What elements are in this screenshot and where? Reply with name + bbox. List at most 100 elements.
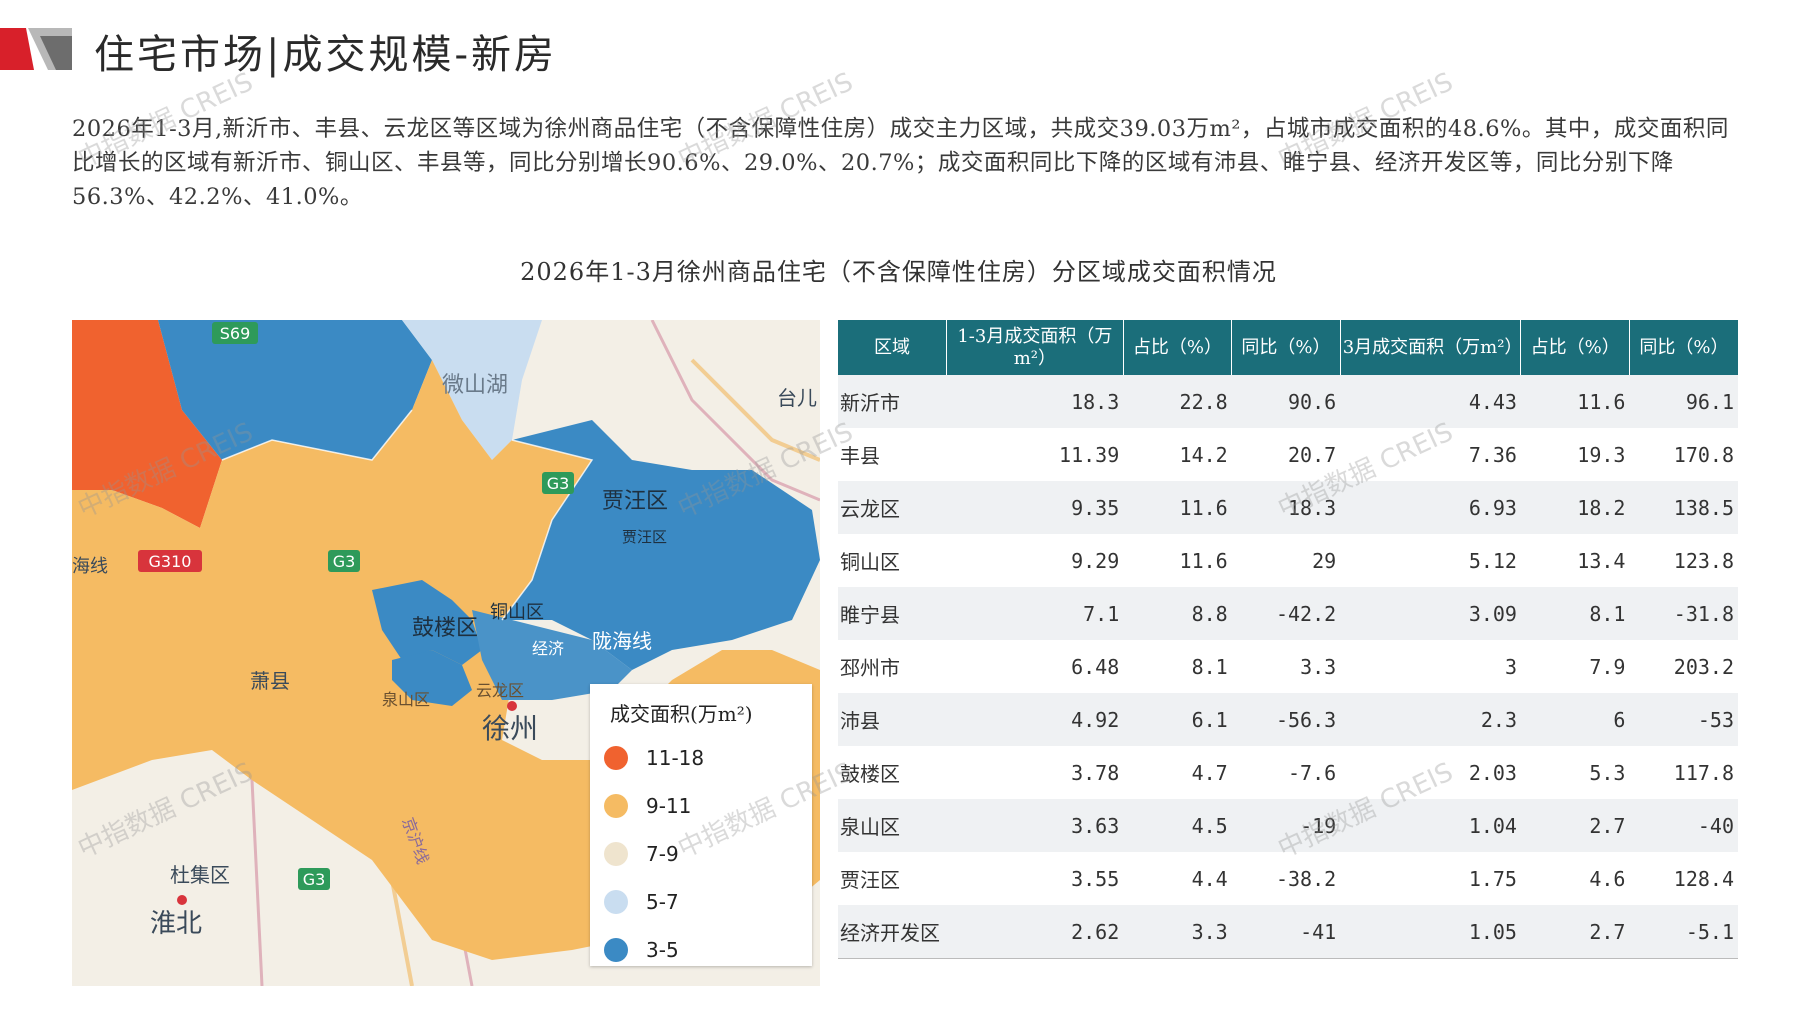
legend-title: 成交面积(万m²) bbox=[610, 702, 753, 726]
cell-value: -40 bbox=[1629, 799, 1738, 852]
table-row: 贾汪区 3.55 4.4 -38.2 1.75 4.6 128.4 bbox=[838, 852, 1738, 905]
district-sales-table: 区域 1-3月成交面积（万m²） 占比（%） 同比（%） 3月成交面积（万m²）… bbox=[838, 320, 1738, 959]
region-gulou-district bbox=[372, 580, 482, 665]
cell-region: 丰县 bbox=[838, 428, 947, 481]
cell-value: -42.2 bbox=[1231, 587, 1341, 640]
cell-region: 泉山区 bbox=[838, 799, 947, 852]
cell-value: 4.4 bbox=[1123, 852, 1232, 905]
legend-swatch bbox=[604, 890, 628, 914]
cell-value: 4.92 bbox=[946, 693, 1124, 746]
cell-region: 睢宁县 bbox=[838, 587, 947, 640]
cell-region: 鼓楼区 bbox=[838, 746, 947, 799]
cell-value: 3.63 bbox=[946, 799, 1124, 852]
cell-value: 19.3 bbox=[1520, 428, 1630, 481]
cell-value: 7.1 bbox=[946, 587, 1124, 640]
table-row: 邳州市 6.48 8.1 3.3 3 7.9 203.2 bbox=[838, 640, 1738, 693]
cell-value: 3.3 bbox=[1123, 905, 1232, 959]
legend-item-11-18: 11-18 bbox=[604, 740, 704, 776]
cell-value: 6 bbox=[1520, 693, 1630, 746]
cell-value: 6.48 bbox=[946, 640, 1124, 693]
cell-value: 7.9 bbox=[1520, 640, 1630, 693]
cell-value: 128.4 bbox=[1629, 852, 1738, 905]
cell-value: 9.35 bbox=[946, 481, 1124, 534]
cell-value: 203.2 bbox=[1629, 640, 1738, 693]
table-row: 鼓楼区 3.78 4.7 -7.6 2.03 5.3 117.8 bbox=[838, 746, 1738, 799]
legend-item-5-7: 5-7 bbox=[604, 884, 679, 920]
cell-value: -41 bbox=[1231, 905, 1341, 959]
legend-swatch bbox=[604, 938, 628, 962]
road-shield-g3-a: G3 bbox=[547, 474, 570, 493]
cell-value: 3.09 bbox=[1340, 587, 1521, 640]
cell-value: 5.3 bbox=[1520, 746, 1630, 799]
legend-item-3-5: 3-5 bbox=[604, 932, 679, 968]
label-duji-district: 杜集区 bbox=[170, 863, 230, 887]
cell-value: 18.3 bbox=[1231, 481, 1341, 534]
cell-value: 2.62 bbox=[946, 905, 1124, 959]
cell-value: 5.12 bbox=[1340, 534, 1521, 587]
label-quanshan-district: 泉山区 bbox=[382, 690, 430, 709]
cell-value: 20.7 bbox=[1231, 428, 1341, 481]
cell-value: 123.8 bbox=[1629, 534, 1738, 587]
table-header-row: 区域 1-3月成交面积（万m²） 占比（%） 同比（%） 3月成交面积（万m²）… bbox=[838, 320, 1738, 375]
summary-paragraph: 2026年1-3月,新沂市、丰县、云龙区等区域为徐州商品住宅（不含保障性住房）成… bbox=[72, 116, 1729, 210]
cell-value: 2.7 bbox=[1520, 905, 1630, 959]
header-march-share: 占比（%） bbox=[1520, 320, 1630, 375]
legend-item-9-11: 9-11 bbox=[604, 788, 691, 824]
label-longhai-line: 陇海线 bbox=[592, 629, 652, 653]
legend-item-7-9: 7-9 bbox=[604, 836, 679, 872]
label-yunlong-district: 云龙区 bbox=[476, 681, 524, 700]
cell-region: 沛县 bbox=[838, 693, 947, 746]
region-weishan-lake bbox=[402, 320, 542, 460]
cell-region: 邳州市 bbox=[838, 640, 947, 693]
cell-value: 9.29 bbox=[946, 534, 1124, 587]
legend-swatch bbox=[604, 794, 628, 818]
cell-value: 1.04 bbox=[1340, 799, 1521, 852]
cell-value: 3.55 bbox=[946, 852, 1124, 905]
cell-value: 170.8 bbox=[1629, 428, 1738, 481]
xuzhou-city-marker bbox=[507, 701, 517, 711]
cell-value: 11.6 bbox=[1123, 534, 1232, 587]
cell-value: 3.78 bbox=[946, 746, 1124, 799]
cell-value: 8.8 bbox=[1123, 587, 1232, 640]
table-row: 铜山区 9.29 11.6 29 5.12 13.4 123.8 bbox=[838, 534, 1738, 587]
legend-swatch bbox=[604, 746, 628, 770]
cell-value: 6.1 bbox=[1123, 693, 1232, 746]
cell-value: -31.8 bbox=[1629, 587, 1738, 640]
cell-value: -38.2 bbox=[1231, 852, 1341, 905]
cell-value: 11.6 bbox=[1123, 481, 1232, 534]
label-haixian: 海线 bbox=[72, 556, 108, 577]
header-q1-area: 1-3月成交面积（万m²） bbox=[946, 320, 1124, 375]
brand-logo-mark bbox=[0, 28, 72, 70]
cell-value: 18.3 bbox=[946, 375, 1124, 428]
cell-value: 6.93 bbox=[1340, 481, 1521, 534]
cell-value: -5.1 bbox=[1629, 905, 1738, 959]
cell-region: 经济开发区 bbox=[838, 905, 947, 959]
header-march-yoy: 同比（%） bbox=[1629, 320, 1738, 375]
legend-label: 11-18 bbox=[646, 746, 705, 770]
chart-title: 2026年1-3月徐州商品住宅（不含保障性住房）分区域成交面积情况 bbox=[520, 258, 1277, 286]
cell-value: -53 bbox=[1629, 693, 1738, 746]
cell-value: 29 bbox=[1231, 534, 1341, 587]
legend-label: 7-9 bbox=[646, 842, 679, 866]
table-row: 睢宁县 7.1 8.8 -42.2 3.09 8.1 -31.8 bbox=[838, 587, 1738, 640]
cell-value: 18.2 bbox=[1520, 481, 1630, 534]
label-weishan-lake: 微山湖 bbox=[442, 373, 508, 398]
road-shield-g3-c: G3 bbox=[303, 870, 326, 889]
cell-value: -56.3 bbox=[1231, 693, 1341, 746]
cell-region: 新沂市 bbox=[838, 375, 947, 428]
table-row: 云龙区 9.35 11.6 18.3 6.93 18.2 138.5 bbox=[838, 481, 1738, 534]
cell-value: 7.36 bbox=[1340, 428, 1521, 481]
table-row: 经济开发区 2.62 3.3 -41 1.05 2.7 -5.1 bbox=[838, 905, 1738, 959]
cell-value: 138.5 bbox=[1629, 481, 1738, 534]
table-row: 沛县 4.92 6.1 -56.3 2.3 6 -53 bbox=[838, 693, 1738, 746]
cell-value: 3 bbox=[1340, 640, 1521, 693]
cell-value: 22.8 bbox=[1123, 375, 1232, 428]
region-economic-zone bbox=[472, 610, 632, 700]
cell-value: 2.3 bbox=[1340, 693, 1521, 746]
cell-value: 117.8 bbox=[1629, 746, 1738, 799]
road-shield-g3-b: G3 bbox=[333, 552, 356, 571]
region-feng-county bbox=[72, 320, 222, 528]
cell-value: 4.6 bbox=[1520, 852, 1630, 905]
cell-value: 1.05 bbox=[1340, 905, 1521, 959]
cell-value: 3.3 bbox=[1231, 640, 1341, 693]
